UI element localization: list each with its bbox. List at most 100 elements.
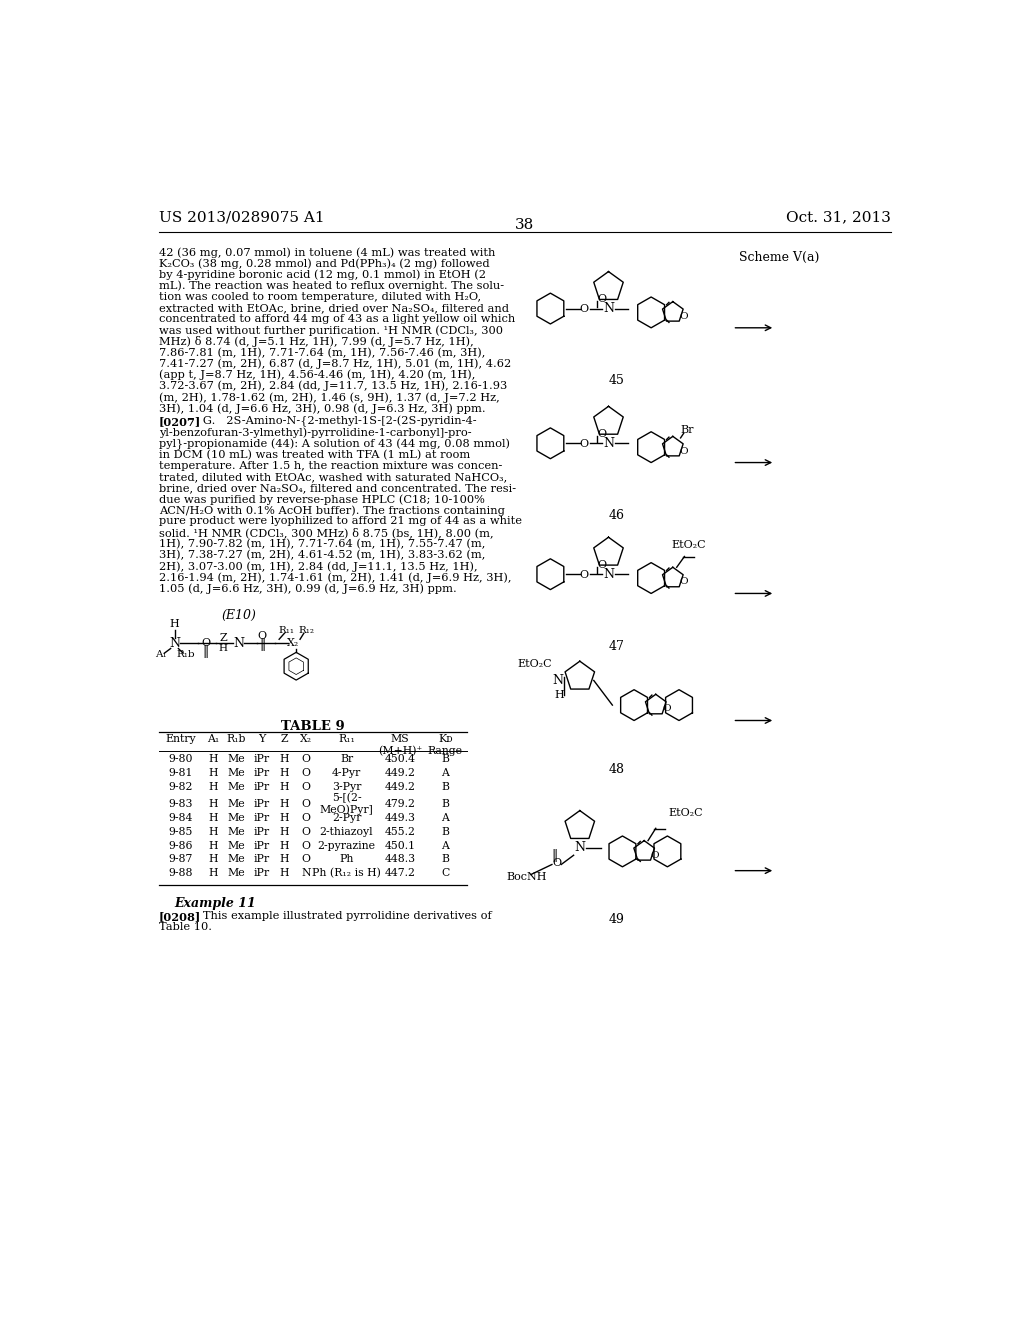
Text: H: H [209,799,218,809]
Text: Br: Br [680,425,693,436]
Text: tion was cooled to room temperature, diluted with H₂O,: tion was cooled to room temperature, dil… [159,292,481,301]
Text: H: H [280,826,290,837]
Text: 46: 46 [608,508,625,521]
Text: EtO₂C: EtO₂C [517,659,552,669]
Text: O: O [257,631,266,642]
Text: 2-pyrazine: 2-pyrazine [317,841,376,850]
Text: O: O [302,768,310,779]
Text: Me: Me [227,755,246,764]
Text: extracted with EtOAc, brine, dried over Na₂SO₄, filtered and: extracted with EtOAc, brine, dried over … [159,302,509,313]
Text: ‖: ‖ [203,645,209,659]
Text: Me: Me [227,799,246,809]
Text: H: H [280,783,290,792]
Text: 42 (36 mg, 0.07 mmol) in toluene (4 mL) was treated with: 42 (36 mg, 0.07 mmol) in toluene (4 mL) … [159,247,496,257]
Text: 5-[(2-
MeO)Pyr]: 5-[(2- MeO)Pyr] [319,793,374,816]
Text: iPr: iPr [253,813,269,822]
Text: O: O [663,705,671,713]
Text: iPr: iPr [253,869,269,878]
Text: A: A [441,813,450,822]
Text: Oct. 31, 2013: Oct. 31, 2013 [785,211,891,224]
Text: 449.2: 449.2 [385,768,416,779]
Text: N: N [574,841,586,854]
Text: 7.86-7.81 (m, 1H), 7.71-7.64 (m, 1H), 7.56-7.46 (m, 3H),: 7.86-7.81 (m, 1H), 7.71-7.64 (m, 1H), 7.… [159,347,485,358]
Text: 3H), 1.04 (d, J=6.6 Hz, 3H), 0.98 (d, J=6.3 Hz, 3H) ppm.: 3H), 1.04 (d, J=6.6 Hz, 3H), 0.98 (d, J=… [159,404,485,414]
Text: O: O [597,560,606,570]
Text: H: H [280,799,290,809]
Text: 9-81: 9-81 [169,768,193,779]
Text: B: B [441,826,450,837]
Text: was used without further purification. ¹H NMR (CDCl₃, 300: was used without further purification. ¹… [159,325,503,335]
Text: iPr: iPr [253,799,269,809]
Text: O: O [597,429,606,440]
Text: ‖: ‖ [551,849,557,862]
Text: 9-83: 9-83 [169,799,193,809]
Text: due was purified by reverse-phase HPLC (C18; 10-100%: due was purified by reverse-phase HPLC (… [159,494,485,504]
Text: O: O [302,799,310,809]
Text: H: H [209,841,218,850]
Text: O: O [580,570,588,579]
Text: Z: Z [219,632,227,643]
Text: Me: Me [227,869,246,878]
Text: iPr: iPr [253,854,269,865]
Text: Entry: Entry [166,734,196,744]
Text: 449.3: 449.3 [385,813,416,822]
Text: 450.1: 450.1 [384,841,416,850]
Text: H: H [280,869,290,878]
Text: B: B [441,799,450,809]
Text: 449.2: 449.2 [385,783,416,792]
Text: 9-88: 9-88 [169,869,193,878]
Text: N: N [169,636,180,649]
Text: 2-Pyr: 2-Pyr [332,813,361,822]
Text: X₂: X₂ [300,734,312,744]
Text: concentrated to afford 44 mg of 43 as a light yellow oil which: concentrated to afford 44 mg of 43 as a … [159,314,515,323]
Text: Scheme V(a): Scheme V(a) [738,251,819,264]
Text: N: N [603,568,614,581]
Text: Me: Me [227,783,246,792]
Text: 4-Pyr: 4-Pyr [332,768,361,779]
Text: 9-80: 9-80 [169,755,193,764]
Text: US 2013/0289075 A1: US 2013/0289075 A1 [159,211,325,224]
Text: trated, diluted with EtOAc, washed with saturated NaHCO₃,: trated, diluted with EtOAc, washed with … [159,471,507,482]
Text: R₁₁: R₁₁ [338,734,355,744]
Text: Y: Y [258,734,265,744]
Text: 9-86: 9-86 [169,841,193,850]
Text: 1H), 7.90-7.82 (m, 1H), 7.71-7.64 (m, 1H), 7.55-7.47 (m,: 1H), 7.90-7.82 (m, 1H), 7.71-7.64 (m, 1H… [159,539,485,549]
Text: R₁₂: R₁₂ [298,626,314,635]
Text: EtO₂C: EtO₂C [671,540,706,550]
Text: H: H [280,841,290,850]
Text: [0208]: [0208] [159,911,202,923]
Text: H: H [209,826,218,837]
Text: EtO₂C: EtO₂C [669,808,703,818]
Text: by 4-pyridine boronic acid (12 mg, 0.1 mmol) in EtOH (2: by 4-pyridine boronic acid (12 mg, 0.1 m… [159,269,486,280]
Text: pure product were lyophilized to afford 21 mg of 44 as a white: pure product were lyophilized to afford … [159,516,522,527]
Text: 45: 45 [608,374,625,387]
Text: Ph: Ph [339,854,353,865]
Text: H: H [170,619,179,628]
Text: This example illustrated pyrrolidine derivatives of: This example illustrated pyrrolidine der… [191,911,492,921]
Text: H: H [209,813,218,822]
Text: 447.2: 447.2 [385,869,416,878]
Text: (m, 2H), 1.78-1.62 (m, 2H), 1.46 (s, 9H), 1.37 (d, J=7.2 Hz,: (m, 2H), 1.78-1.62 (m, 2H), 1.46 (s, 9H)… [159,392,500,403]
Text: Kᴅ
Range: Kᴅ Range [428,734,463,755]
Text: A: A [441,841,450,850]
Text: H: H [555,690,564,700]
Text: H: H [209,755,218,764]
Text: Z: Z [281,734,289,744]
Text: B: B [441,854,450,865]
Text: BocNH: BocNH [507,871,548,882]
Text: Me: Me [227,768,246,779]
Text: H: H [280,813,290,822]
Text: O: O [302,755,310,764]
Text: Ph (R₁₂ is H): Ph (R₁₂ is H) [312,869,381,879]
Text: mL). The reaction was heated to reflux overnight. The solu-: mL). The reaction was heated to reflux o… [159,280,504,290]
Text: 48: 48 [608,763,625,776]
Text: O: O [580,440,588,449]
Text: N: N [301,869,311,878]
Text: 9-82: 9-82 [169,783,193,792]
Text: yl-benzofuran-3-ylmethyl)-pyrrolidine-1-carbonyl]-pro-: yl-benzofuran-3-ylmethyl)-pyrrolidine-1-… [159,428,472,438]
Text: iPr: iPr [253,826,269,837]
Text: MS
(M+H)⁺: MS (M+H)⁺ [378,734,422,756]
Text: O: O [302,854,310,865]
Text: A: A [441,768,450,779]
Text: N: N [603,302,614,315]
